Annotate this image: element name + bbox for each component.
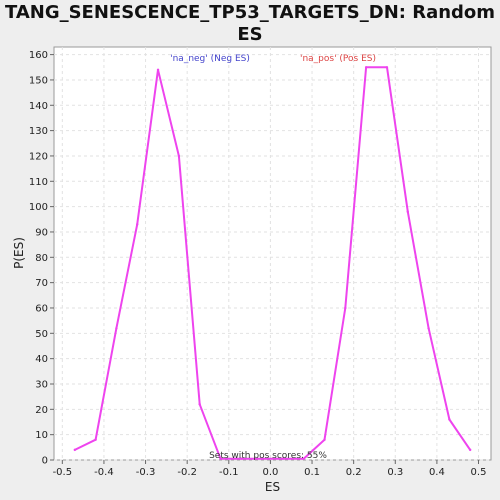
data-point xyxy=(115,327,118,330)
series-line xyxy=(74,66,472,460)
plot-area xyxy=(53,46,492,461)
data-point xyxy=(302,457,305,460)
y-axis: 0 10 20 30 40 50 60 70 80 90 100 110 120 130 140 150 160 xyxy=(29,50,54,467)
legend-neg: 'na_neg' (Neg ES) xyxy=(170,54,250,64)
x-tick-label: 0.5 xyxy=(471,467,487,478)
x-tick-label: -0.3 xyxy=(136,467,156,478)
data-point xyxy=(156,68,160,72)
x-tick-label: 0.4 xyxy=(429,467,445,478)
data-point xyxy=(94,438,97,441)
data-point xyxy=(448,418,451,421)
y-tick-label: 20 xyxy=(35,405,48,416)
data-point xyxy=(219,457,222,460)
y-tick-label: 150 xyxy=(29,75,48,86)
y-tick-label: 30 xyxy=(35,379,48,390)
data-point xyxy=(468,448,472,452)
legend-pos: 'na_pos' (Pos ES) xyxy=(300,54,376,64)
data-point xyxy=(198,403,201,406)
x-tick-label: 0.1 xyxy=(304,467,320,478)
y-tick-label: 160 xyxy=(29,50,48,61)
y-tick-label: 120 xyxy=(29,151,48,162)
data-point xyxy=(406,210,409,213)
y-tick-label: 90 xyxy=(35,227,48,238)
pos-scores-annotation: Sets with pos scores: 55% xyxy=(209,451,327,461)
x-tick-label: -0.4 xyxy=(94,467,114,478)
y-tick-label: 80 xyxy=(35,253,48,264)
x-tick-label: -0.1 xyxy=(219,467,239,478)
x-tick-label: -0.5 xyxy=(53,467,73,478)
y-tick-label: 110 xyxy=(29,177,48,188)
y-axis-label: P(ES) xyxy=(12,237,26,269)
y-tick-label: 140 xyxy=(29,101,48,112)
data-point xyxy=(260,457,264,460)
y-tick-label: 40 xyxy=(35,354,48,365)
y-tick-label: 70 xyxy=(35,278,48,289)
y-tick-label: 60 xyxy=(35,303,48,314)
data-point xyxy=(281,457,285,460)
y-tick-label: 50 xyxy=(35,329,48,340)
x-tick-label: 0.3 xyxy=(387,467,403,478)
y-tick-label: 100 xyxy=(29,202,48,213)
data-point xyxy=(385,66,389,69)
data-point xyxy=(136,223,139,226)
y-tick-label: 10 xyxy=(35,430,48,441)
data-point xyxy=(344,306,347,310)
data-point xyxy=(177,154,181,158)
y-tick-label: 0 xyxy=(42,456,48,467)
data-point xyxy=(240,457,243,460)
x-axis: -0.5 -0.4 -0.3 -0.2 -0.1 0.0 0.1 0.2 0.3 0.4 0.5 xyxy=(53,460,487,478)
y-tick-label: 130 xyxy=(29,126,48,137)
x-tick-label: 0.2 xyxy=(346,467,362,478)
grid xyxy=(54,47,491,461)
data-point xyxy=(427,327,430,330)
series-layer xyxy=(73,66,472,460)
chart-title-line-1: TANG_SENESCENCE_TP53_TARGETS_DN: Random … xyxy=(4,2,496,45)
data-point xyxy=(364,66,368,69)
x-tick-label: 0.0 xyxy=(262,467,278,478)
data-point xyxy=(323,438,326,441)
x-tick-label: -0.2 xyxy=(177,467,197,478)
data-point xyxy=(73,448,77,452)
x-axis-label: ES xyxy=(265,480,280,494)
